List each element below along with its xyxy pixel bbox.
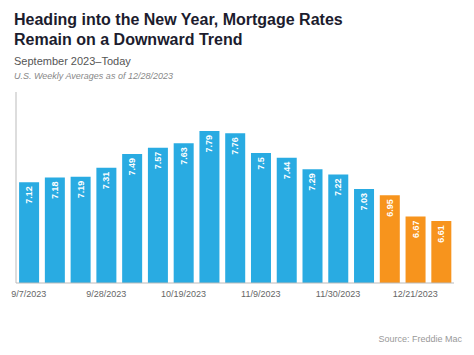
svg-text:7.31: 7.31 xyxy=(101,172,111,190)
svg-text:7.12: 7.12 xyxy=(24,186,34,204)
svg-text:7.29: 7.29 xyxy=(308,173,318,191)
svg-text:7.63: 7.63 xyxy=(179,147,189,165)
svg-text:12/21/2023: 12/21/2023 xyxy=(393,289,438,299)
html-text:September 2023–Today: September 2023–Today xyxy=(14,55,131,67)
svg-text:7.44: 7.44 xyxy=(282,162,292,180)
html-text:Source: Freddie Mac: Source: Freddie Mac xyxy=(378,334,462,344)
svg-text:6.61: 6.61 xyxy=(436,225,446,243)
svg-text:7.18: 7.18 xyxy=(50,182,60,200)
html-text:U.S. Weekly Averages as of 12/: U.S. Weekly Averages as of 12/28/2023 xyxy=(14,71,173,81)
svg-text:7.57: 7.57 xyxy=(153,152,163,170)
svg-text:7.03: 7.03 xyxy=(359,193,369,211)
svg-text:7.19: 7.19 xyxy=(76,181,86,199)
svg-text:6.95: 6.95 xyxy=(385,199,395,217)
svg-text:11/9/2023: 11/9/2023 xyxy=(241,289,280,299)
svg-text:10/19/2023: 10/19/2023 xyxy=(161,289,206,299)
html-text:Remain on a Downward Trend: Remain on a Downward Trend xyxy=(14,31,243,48)
svg-text:6.67: 6.67 xyxy=(411,221,421,239)
svg-text:7.79: 7.79 xyxy=(204,135,214,153)
svg-text:7.76: 7.76 xyxy=(230,137,240,155)
svg-text:11/30/2023: 11/30/2023 xyxy=(316,289,360,299)
svg-text:7.22: 7.22 xyxy=(333,179,343,197)
svg-text:9/7/2023: 9/7/2023 xyxy=(11,289,46,299)
svg-text:7.5: 7.5 xyxy=(256,157,266,170)
svg-text:7.49: 7.49 xyxy=(127,158,137,176)
html-text:Heading into the New Year, Mor: Heading into the New Year, Mortgage Rate… xyxy=(14,11,343,28)
svg-text:9/28/2023: 9/28/2023 xyxy=(86,289,126,299)
